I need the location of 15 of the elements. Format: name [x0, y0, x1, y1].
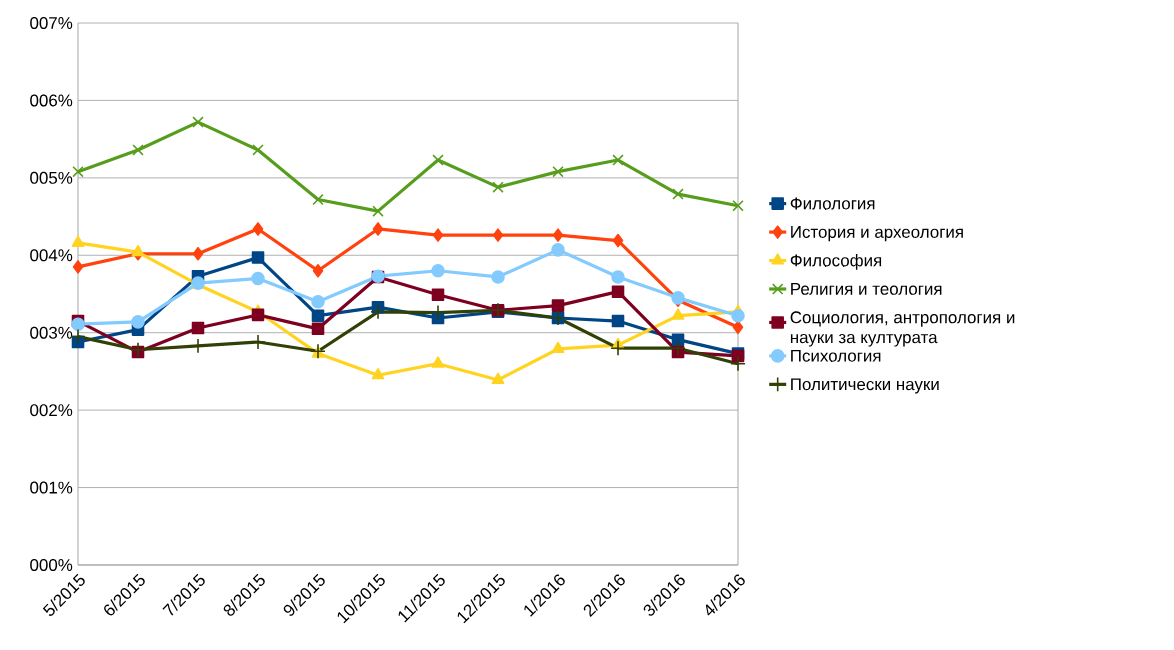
y-tick-label: 001%: [30, 481, 73, 494]
legend-label: Философия: [790, 253, 882, 270]
legend-label: История и археология: [791, 226, 963, 242]
y-tick-label: 000%: [30, 558, 73, 571]
y-tick-label: 002%: [30, 404, 73, 417]
legend-label: Психология: [791, 349, 881, 362]
legend-label: Филология: [790, 197, 875, 210]
y-tick-label: 003%: [30, 326, 73, 339]
y-tick-label: 007%: [30, 16, 73, 29]
legend-label: Политически науки: [791, 378, 939, 394]
legend-label: Религия и теология: [791, 283, 942, 295]
y-tick-label: 006%: [30, 94, 73, 107]
y-tick-label: 005%: [30, 171, 73, 184]
legend-label: Социология, антропология и науки за културата: [790, 311, 1015, 347]
y-tick-label: 004%: [30, 249, 73, 262]
